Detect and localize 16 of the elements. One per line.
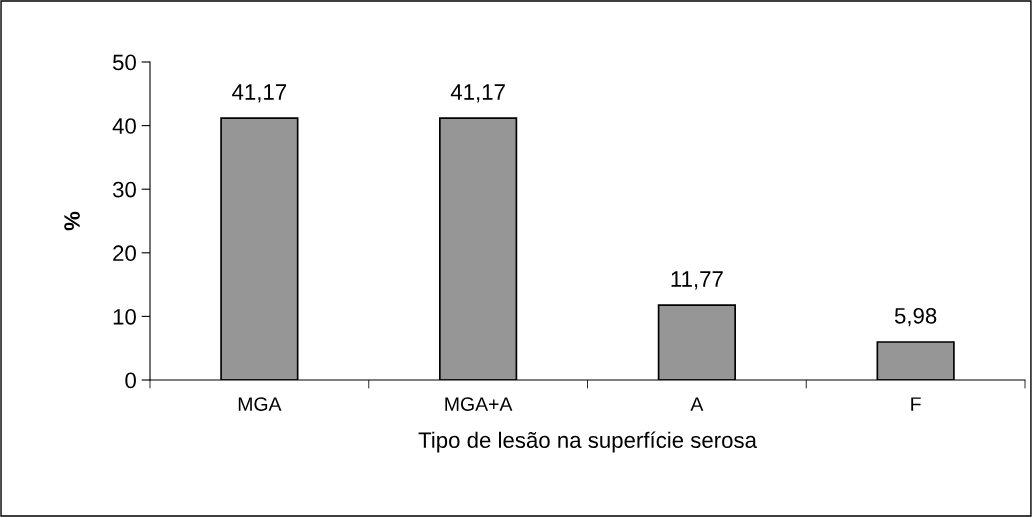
y-axis-title: %: [64, 211, 80, 231]
y-tick-label: 20: [113, 245, 136, 262]
x-tick-label: F: [911, 397, 921, 411]
data-label: 5,98: [894, 307, 937, 327]
x-tick-label: MGA: [238, 397, 282, 411]
x-tick-label: MGA+A: [445, 397, 513, 411]
x-axis-title: Tipo de lesão na superfície serosa: [418, 431, 757, 453]
y-tick-label: 30: [112, 181, 136, 198]
y-tick-label: 10: [113, 308, 136, 325]
y-tick-label: 50: [112, 54, 136, 71]
y-tick-label: 40: [112, 118, 136, 134]
y-tick-label: 0: [125, 372, 136, 389]
data-label: 41,17: [232, 84, 287, 103]
data-label: 11,77: [671, 271, 723, 290]
data-label: 41,17: [450, 84, 505, 103]
x-tick-label: A: [690, 397, 704, 411]
